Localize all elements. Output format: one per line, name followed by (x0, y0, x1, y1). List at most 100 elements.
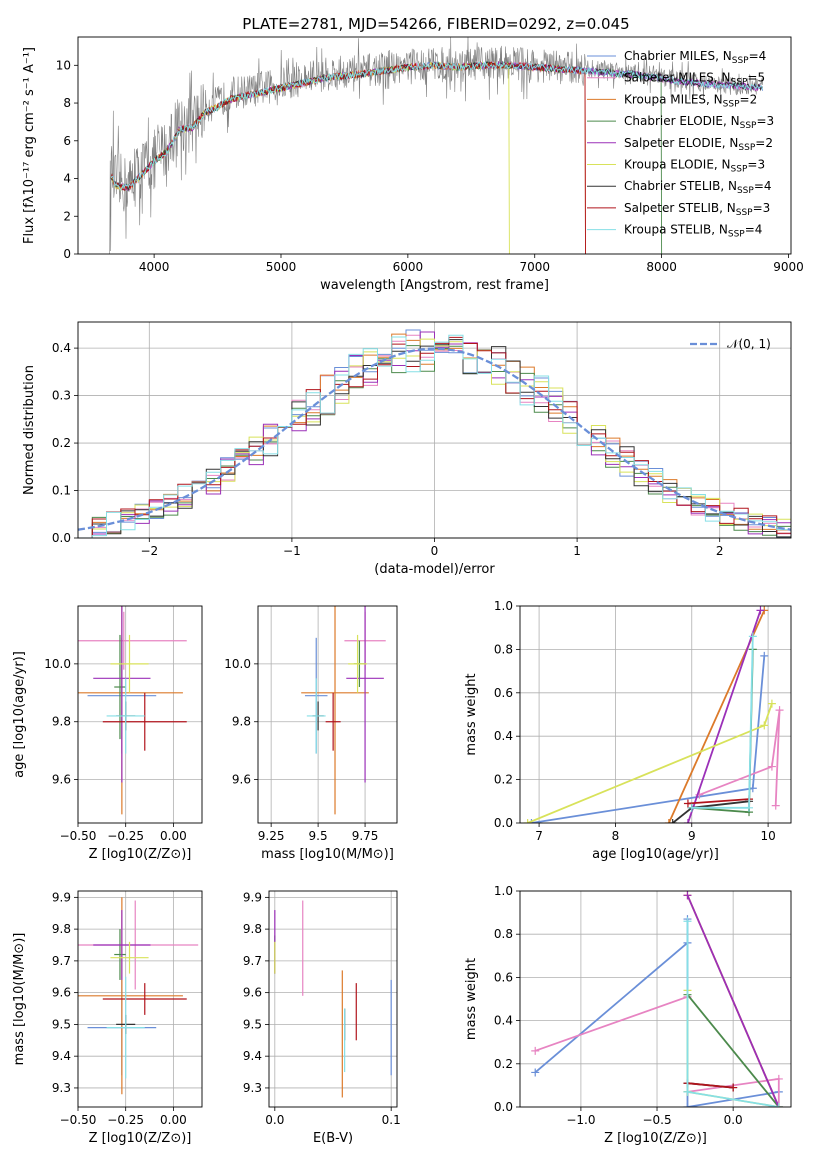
legend-entry: Kroupa MILES, NSSP=2 (624, 92, 757, 109)
x-tick-label: 8 (612, 829, 620, 843)
data-layer (274, 900, 392, 1098)
legend-entry: Chabrier MILES, NSSP=4 (624, 49, 766, 66)
x-tick-label: 0.0 (265, 1113, 284, 1127)
weight-marker-1-3 (771, 801, 780, 810)
panel-weight-vs-age: 7 8 9 10 0.0 0.2 0.4 0.6 0.8 1.0 age [log10(age/yr… (464, 599, 792, 862)
panel-mass-vs-ebv: 0.0 0.1 9.3 9.4 9.5 9.6 9.7 9.8 9.9 E(B-V) (243, 890, 401, 1146)
y-tick-label: 9.6 (52, 986, 71, 1000)
y-tick-label: 10.0 (224, 657, 251, 671)
panel-mass-vs-Z: −0.50 −0.25 0.00 9.3 9.4 9.5 9.6 9.7 9.8 9.9 Z [lo… (12, 890, 203, 1146)
x-tick-label: −1 (283, 544, 301, 558)
weight-marker-6-0 (668, 819, 677, 823)
legend-entry: Kroupa STELIB, NSSP=4 (624, 223, 762, 240)
x-tick-label: 7 (535, 829, 543, 843)
y-axis-label: Normed distribution (22, 365, 37, 495)
y-tick-label: 0.8 (494, 927, 513, 941)
y-tick-label: 0.2 (494, 1057, 513, 1071)
y-tick-label: 1.0 (494, 884, 513, 898)
weight-marker-0-2 (760, 651, 769, 660)
weight-line-4 (686, 894, 780, 1107)
axes-frame (77, 890, 203, 1108)
y-tick-label: 9.5 (243, 1017, 262, 1031)
x-tick-label: 9000 (773, 260, 804, 274)
y-tick-label: 9.3 (52, 1081, 71, 1095)
y-tick-label: 9.4 (52, 1049, 71, 1063)
data-layer (78, 329, 791, 538)
spectrum-model-8 (110, 61, 764, 191)
legend-entry: Salpeter MILES, NSSP=5 (624, 71, 765, 88)
plot-area: 4000 5000 6000 7000 8000 90000246810wavelengt… (12, 36, 804, 1146)
weight-line-0 (534, 919, 779, 1107)
y-axis-label: mass weight (464, 673, 479, 755)
x-axis-label: age [log10(age/yr)] (592, 847, 719, 862)
x-axis-label: (data-model)/error (374, 562, 495, 577)
y-tick-label: 9.6 (232, 773, 251, 787)
x-tick-label: −1.0 (566, 1113, 595, 1127)
weight-marker-0-0 (531, 1068, 540, 1077)
x-tick-label: 0.00 (160, 1113, 187, 1127)
weight-marker-7-0 (683, 799, 692, 808)
x-tick-label: 2 (716, 544, 724, 558)
y-tick-label: 4 (63, 172, 71, 186)
weight-marker-4-0 (683, 819, 692, 823)
weight-line-7 (687, 1082, 734, 1089)
weight-marker-1-2 (775, 706, 784, 715)
weight-marker-4-1 (756, 606, 765, 615)
y-tick-label: 2 (63, 209, 71, 223)
y-tick-label: 0.3 (52, 389, 71, 403)
x-axis-label: Z [log10(Z/Z⊙)] (89, 1131, 192, 1146)
y-tick-label: 9.8 (243, 922, 262, 936)
weight-marker-8-0 (683, 917, 692, 926)
weight-marker-8-1 (745, 803, 754, 812)
y-tick-label: 1.0 (494, 599, 513, 613)
y-tick-label: 9.6 (243, 986, 262, 1000)
x-axis-label: wavelength [Angstrom, rest frame] (320, 278, 549, 293)
x-tick-label: 6000 (393, 260, 424, 274)
y-tick-label: 9.5 (52, 1017, 71, 1031)
y-tick-label: 9.8 (52, 715, 71, 729)
x-axis-label: mass [log10(M/M⊙)] (261, 847, 394, 862)
y-tick-label: 9.9 (52, 890, 71, 904)
legend-entry: Kroupa ELODIE, NSSP=3 (624, 158, 765, 175)
legend-entry: Salpeter STELIB, NSSP=3 (624, 201, 770, 218)
weight-marker-0-3 (683, 1103, 692, 1107)
y-tick-label: 0.0 (494, 1100, 513, 1114)
y-tick-label: 0.4 (52, 341, 71, 355)
weight-marker-4-0 (683, 891, 692, 900)
residual-legend: 𝒩(0, 1) (690, 337, 771, 351)
x-tick-label: 9 (688, 829, 696, 843)
x-axis-label: E(B-V) (313, 1131, 353, 1146)
y-tick-label: 0.2 (494, 773, 513, 787)
x-tick-label: 0.0 (724, 1113, 743, 1127)
y-tick-label: 9.8 (232, 715, 251, 729)
axes-frame (77, 605, 203, 824)
y-axis-label: Flux [fλ10⁻¹⁷ erg cm⁻² s⁻¹ A⁻¹] (22, 47, 37, 244)
panel-age-vs-Z: −0.50 −0.25 0.00 9.6 9.8 10.0 Z [log10(Z/Z⊙)] a… (12, 605, 203, 862)
axes-frame (268, 890, 398, 1108)
weight-marker-8-2 (774, 1103, 783, 1107)
y-tick-label: 0.6 (494, 970, 513, 984)
x-tick-label: −0.25 (107, 829, 144, 843)
y-tick-label: 9.3 (243, 1081, 262, 1095)
y-tick-label: 9.9 (243, 890, 262, 904)
weight-marker-8-1 (683, 1087, 692, 1096)
weight-line-6 (672, 800, 750, 823)
y-tick-label: 0.0 (494, 816, 513, 830)
y-tick-label: 9.8 (52, 922, 71, 936)
data-layer (78, 606, 187, 815)
y-tick-label: 0.0 (52, 531, 71, 545)
y-axis-label: age [log10(age/yr)] (12, 651, 27, 778)
x-tick-label: 1 (573, 544, 581, 558)
y-tick-label: 9.7 (243, 954, 262, 968)
spectrum-legend: Chabrier MILES, NSSP=4 Salpeter MILES, NS… (587, 49, 774, 240)
x-tick-label: −0.50 (60, 1113, 97, 1127)
y-tick-label: 6 (63, 134, 71, 148)
weight-marker-0-0 (527, 819, 536, 823)
axes-frame (257, 605, 398, 824)
y-tick-label: 8 (63, 96, 71, 110)
y-tick-label: 9.4 (243, 1049, 262, 1063)
panel-residuals: −2 −1 0 1 2 0.0 0.1 0.2 0.3 0.4 (data-model)/error… (22, 321, 792, 577)
y-tick-label: 10.0 (44, 657, 71, 671)
x-tick-label: −2 (140, 544, 158, 558)
